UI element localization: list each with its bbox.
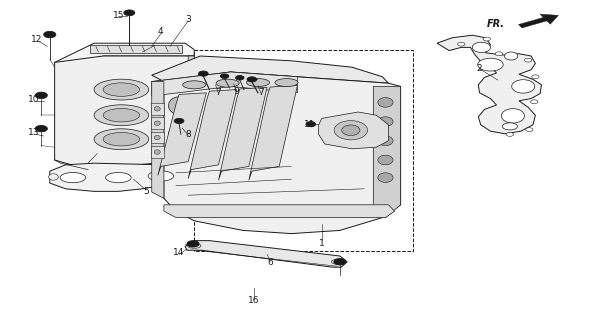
Text: FR.: FR. [487,19,505,29]
Ellipse shape [504,52,518,60]
Ellipse shape [275,78,298,86]
Polygon shape [151,117,164,129]
Text: 1: 1 [319,239,325,248]
Ellipse shape [103,83,140,96]
Circle shape [198,71,208,76]
Text: 11: 11 [304,120,315,129]
Circle shape [35,92,47,99]
Text: 4: 4 [158,28,164,36]
Ellipse shape [216,79,239,87]
Ellipse shape [472,42,490,52]
Ellipse shape [148,171,174,181]
Circle shape [174,118,184,124]
Polygon shape [50,163,179,191]
Circle shape [524,58,532,62]
Circle shape [334,259,346,265]
Ellipse shape [60,172,86,183]
Polygon shape [55,43,194,75]
Text: 15: 15 [113,11,124,20]
Polygon shape [152,82,164,198]
Polygon shape [152,72,297,96]
Ellipse shape [378,173,393,182]
Circle shape [532,75,539,79]
Circle shape [220,74,229,78]
Circle shape [526,128,533,132]
Polygon shape [188,90,237,179]
Ellipse shape [154,121,160,125]
Text: 3: 3 [185,15,191,24]
Text: 7: 7 [258,88,264,97]
Circle shape [35,125,47,132]
Circle shape [506,132,514,136]
Polygon shape [185,241,347,267]
Ellipse shape [49,174,58,180]
Polygon shape [151,103,164,115]
Circle shape [483,37,490,41]
Text: 10: 10 [28,95,39,104]
Polygon shape [219,87,267,180]
Ellipse shape [94,79,149,100]
Polygon shape [151,146,164,158]
Polygon shape [188,56,194,160]
Text: 13: 13 [28,128,39,137]
Ellipse shape [154,150,160,154]
Ellipse shape [94,105,149,125]
Text: 5: 5 [143,188,149,196]
Ellipse shape [378,98,393,107]
Circle shape [187,241,199,247]
Circle shape [458,42,465,46]
Ellipse shape [246,78,270,86]
Ellipse shape [478,58,503,71]
Text: 6: 6 [267,258,273,267]
Polygon shape [249,85,297,180]
Polygon shape [373,86,401,218]
Bar [194,50,413,251]
Polygon shape [164,205,395,218]
Ellipse shape [94,129,149,149]
Polygon shape [55,56,194,170]
Circle shape [44,31,56,38]
Text: 9: 9 [234,87,240,96]
Polygon shape [158,93,206,175]
Ellipse shape [154,135,160,140]
Circle shape [124,10,135,16]
Polygon shape [437,35,541,134]
Ellipse shape [512,80,535,93]
Text: 7: 7 [215,88,222,97]
Circle shape [236,76,244,80]
Circle shape [531,100,538,104]
Ellipse shape [168,125,189,143]
Ellipse shape [378,136,393,146]
Polygon shape [90,45,182,53]
Text: 16: 16 [248,296,259,305]
Circle shape [306,122,316,127]
Polygon shape [151,132,164,143]
Circle shape [247,77,257,82]
Ellipse shape [331,259,345,264]
Polygon shape [152,72,401,234]
Ellipse shape [334,121,367,140]
Ellipse shape [103,132,140,146]
Text: 2: 2 [476,64,483,73]
Ellipse shape [168,97,189,115]
Circle shape [495,52,503,56]
Ellipse shape [183,81,206,89]
Text: 8: 8 [185,130,191,139]
Ellipse shape [378,117,393,126]
Ellipse shape [378,155,393,165]
Ellipse shape [342,125,360,135]
Ellipse shape [503,123,517,130]
Text: 14: 14 [174,248,185,257]
Ellipse shape [188,243,201,248]
Ellipse shape [501,109,524,123]
Ellipse shape [106,172,131,183]
Ellipse shape [103,108,140,122]
Polygon shape [319,112,388,149]
Polygon shape [152,56,388,83]
Ellipse shape [154,107,160,111]
Text: 12: 12 [31,36,42,44]
Polygon shape [518,14,558,28]
